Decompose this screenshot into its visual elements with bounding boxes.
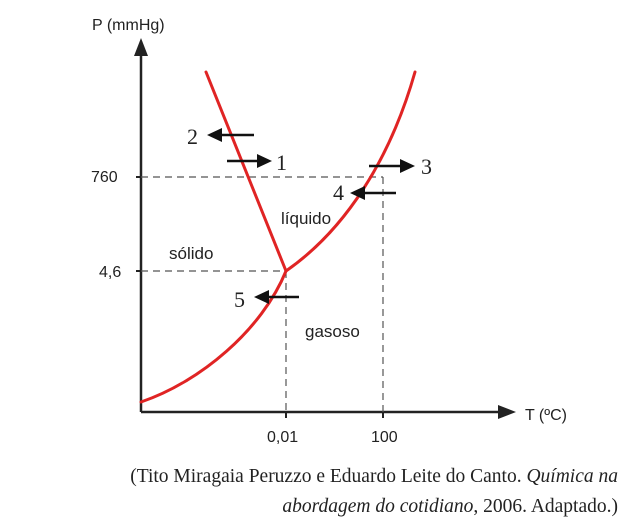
caption-open: (Tito Miragaia Peruzzo e Eduardo Leite d…	[130, 466, 527, 487]
arrow-label-3: 3	[421, 154, 432, 179]
x-tick-label-100: 100	[371, 429, 398, 446]
x-axis-arrowhead	[498, 405, 516, 419]
y-axis-label: P (mmHg)	[92, 17, 165, 34]
arrow-label-5: 5	[234, 287, 245, 312]
arrow-5	[254, 290, 299, 304]
y-tick-label-760: 760	[91, 169, 118, 186]
region-label-gas: gasoso	[305, 322, 360, 341]
arrow-label-1: 1	[276, 150, 287, 175]
caption-line-1: (Tito Miragaia Peruzzo e Eduardo Leite d…	[0, 462, 618, 492]
x-axis-label: T (ºC)	[525, 407, 567, 424]
region-label-solid: sólido	[169, 244, 213, 263]
arrow-3	[369, 159, 415, 173]
vaporization-curve	[284, 70, 417, 273]
phase-diagram: 2 1 3 4 5 P (mmHg) T (ºC) 760 4,6 0,01 1…	[91, 17, 567, 446]
region-label-liquid: líquido	[281, 209, 331, 228]
caption-title-part-2: abordagem do cotidiano	[282, 496, 474, 517]
sublimation-curve	[139, 269, 288, 404]
arrow-1	[227, 154, 272, 168]
x-tick-label-0-01: 0,01	[267, 429, 298, 446]
arrow-label-4: 4	[333, 180, 344, 205]
y-tick-label-4-6: 4,6	[99, 264, 121, 281]
caption-title-part-1: Química na	[526, 466, 618, 487]
arrow-label-2: 2	[187, 124, 198, 149]
arrow-4	[350, 186, 396, 200]
arrow-2	[207, 128, 254, 142]
fusion-curve	[204, 70, 288, 273]
caption-line-2: abordagem do cotidiano, 2006. Adaptado.)	[0, 492, 618, 522]
y-axis-arrowhead	[134, 38, 148, 56]
source-caption: (Tito Miragaia Peruzzo e Eduardo Leite d…	[0, 462, 618, 522]
caption-close: , 2006. Adaptado.)	[473, 496, 618, 517]
